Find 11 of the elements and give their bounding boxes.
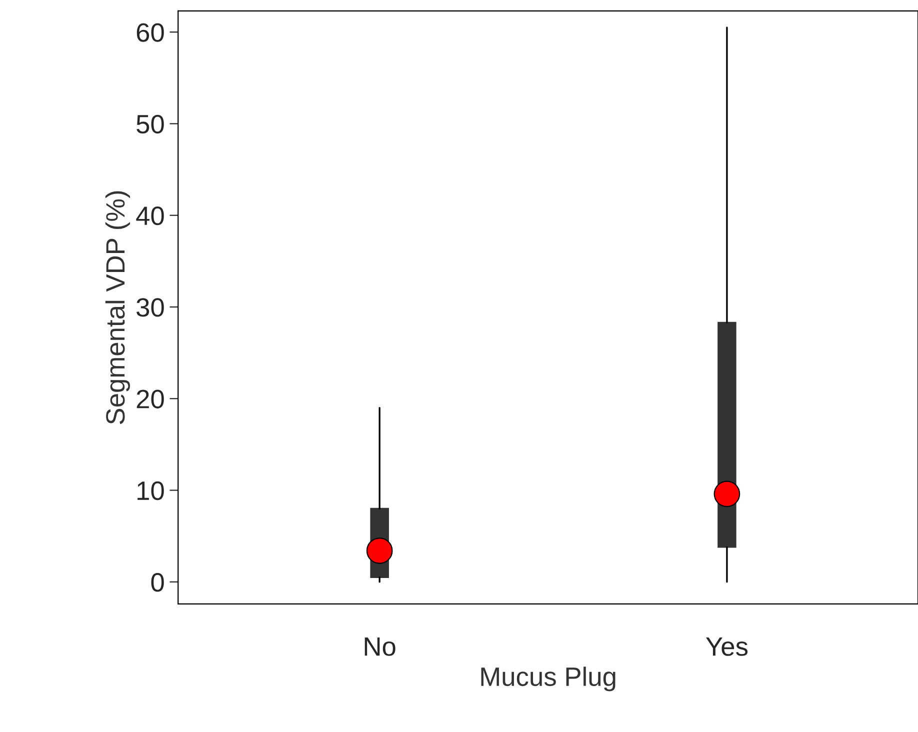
- y-tick-label: 0: [151, 573, 164, 592]
- x-tick-label: No: [364, 638, 396, 656]
- y-axis-title: Segmental VDP (%): [105, 191, 130, 424]
- y-tick-label: 40: [136, 206, 164, 226]
- y-tick-label: 60: [136, 23, 164, 42]
- y-tick-label: 30: [136, 298, 164, 317]
- y-tick-label: 50: [136, 114, 164, 134]
- x-tick-label: Yes: [706, 638, 748, 656]
- x-axis-title: Mucus Plug: [481, 666, 616, 692]
- y-tick-label: 10: [138, 481, 164, 500]
- y-tick-label: 20: [136, 390, 164, 408]
